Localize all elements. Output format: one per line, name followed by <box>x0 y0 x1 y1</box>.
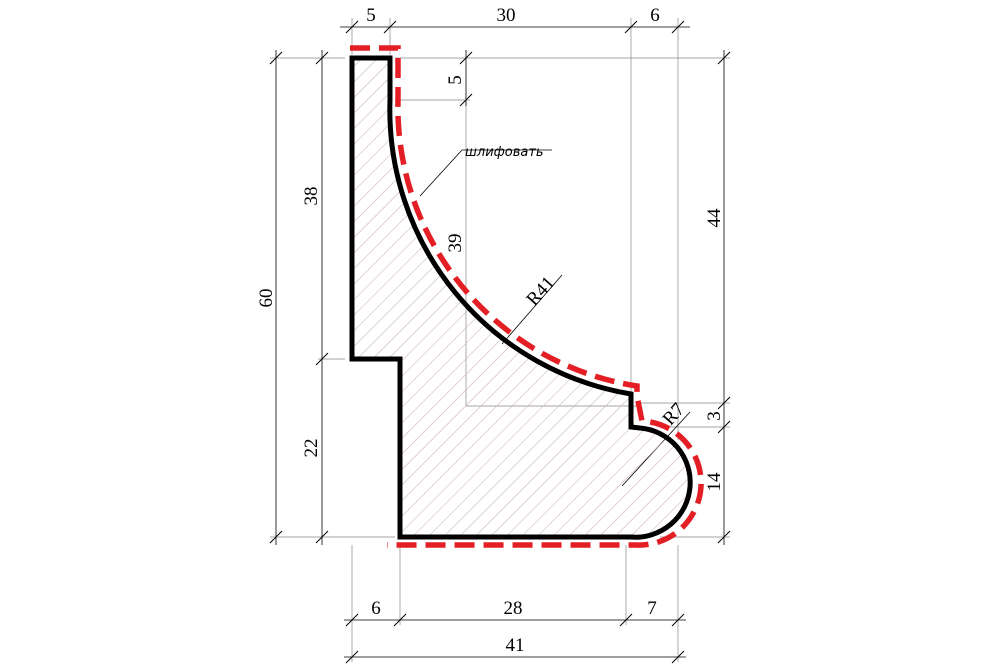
dimension-lines <box>269 20 731 664</box>
dim-top-right: 6 <box>650 5 660 26</box>
dim-bottom-right: 7 <box>647 598 657 619</box>
dim-step: 3 <box>704 411 725 421</box>
dim-left-upper: 38 <box>301 187 322 206</box>
radius-large: R41 <box>523 273 560 311</box>
dim-total-width: 41 <box>506 635 525 656</box>
dim-inner-top: 5 <box>445 75 466 85</box>
dim-total-height: 60 <box>256 289 277 308</box>
dim-top-mid: 30 <box>497 5 516 26</box>
dim-bottom-mid: 28 <box>504 598 523 619</box>
dim-bottom-left: 6 <box>371 598 381 619</box>
dim-bead: 14 <box>704 472 725 492</box>
profile-section <box>349 55 693 540</box>
dim-right-upper: 44 <box>704 208 725 228</box>
sanding-note: шлифовать <box>465 145 544 160</box>
dim-curve-height: 39 <box>445 234 466 253</box>
dim-left-lower: 22 <box>301 439 322 458</box>
dim-top-left: 5 <box>366 5 376 26</box>
sanding-line <box>350 45 704 548</box>
